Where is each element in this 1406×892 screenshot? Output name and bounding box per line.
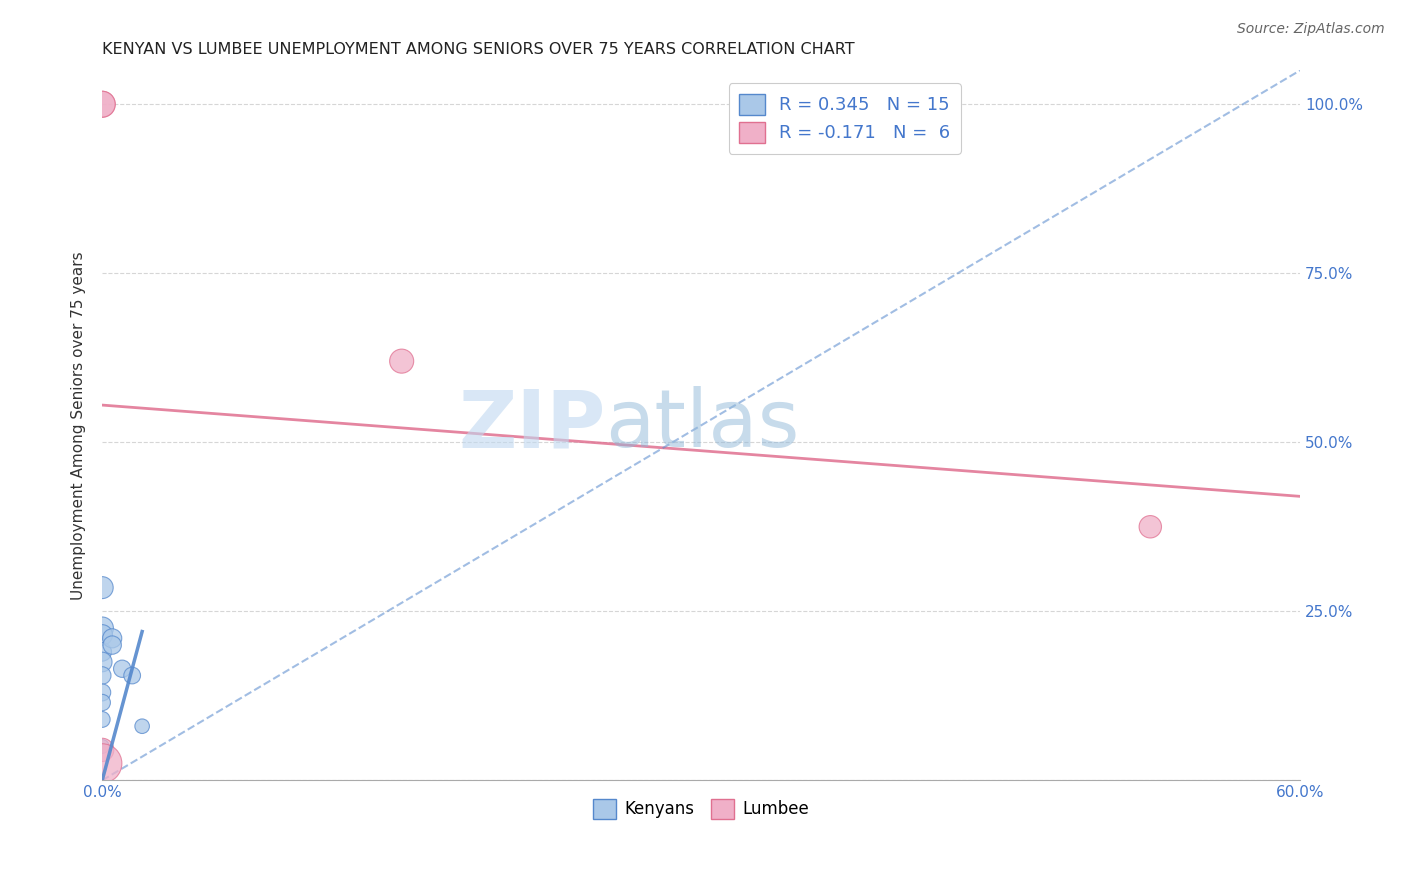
Point (111, 662, 134, 676)
Point (91, 621, 114, 635)
Point (91, 713, 114, 727)
Y-axis label: Unemployment Among Seniors over 75 years: Unemployment Among Seniors over 75 years (72, 251, 86, 599)
Point (131, 719, 153, 733)
Legend: Kenyans, Lumbee: Kenyans, Lumbee (586, 793, 815, 825)
Point (91, 97, 114, 112)
Point (1139, 520, 1161, 534)
Point (91, 97, 114, 112)
Text: atlas: atlas (606, 386, 800, 465)
Point (91, 696, 114, 710)
Point (121, 668, 143, 682)
Point (91, 581, 114, 595)
Point (91, 645, 114, 659)
Text: ZIP: ZIP (458, 386, 606, 465)
Point (91, 743, 114, 757)
Point (91, 756, 114, 771)
Point (101, 632, 124, 646)
Point (101, 638, 124, 652)
Point (91, 655, 114, 669)
Point (91, 685, 114, 699)
Point (91, 739, 114, 754)
Point (391, 354, 413, 368)
Text: Source: ZipAtlas.com: Source: ZipAtlas.com (1237, 22, 1385, 37)
Text: KENYAN VS LUMBEE UNEMPLOYMENT AMONG SENIORS OVER 75 YEARS CORRELATION CHART: KENYAN VS LUMBEE UNEMPLOYMENT AMONG SENI… (103, 42, 855, 57)
Point (91, 668, 114, 682)
Point (91, 628, 114, 642)
